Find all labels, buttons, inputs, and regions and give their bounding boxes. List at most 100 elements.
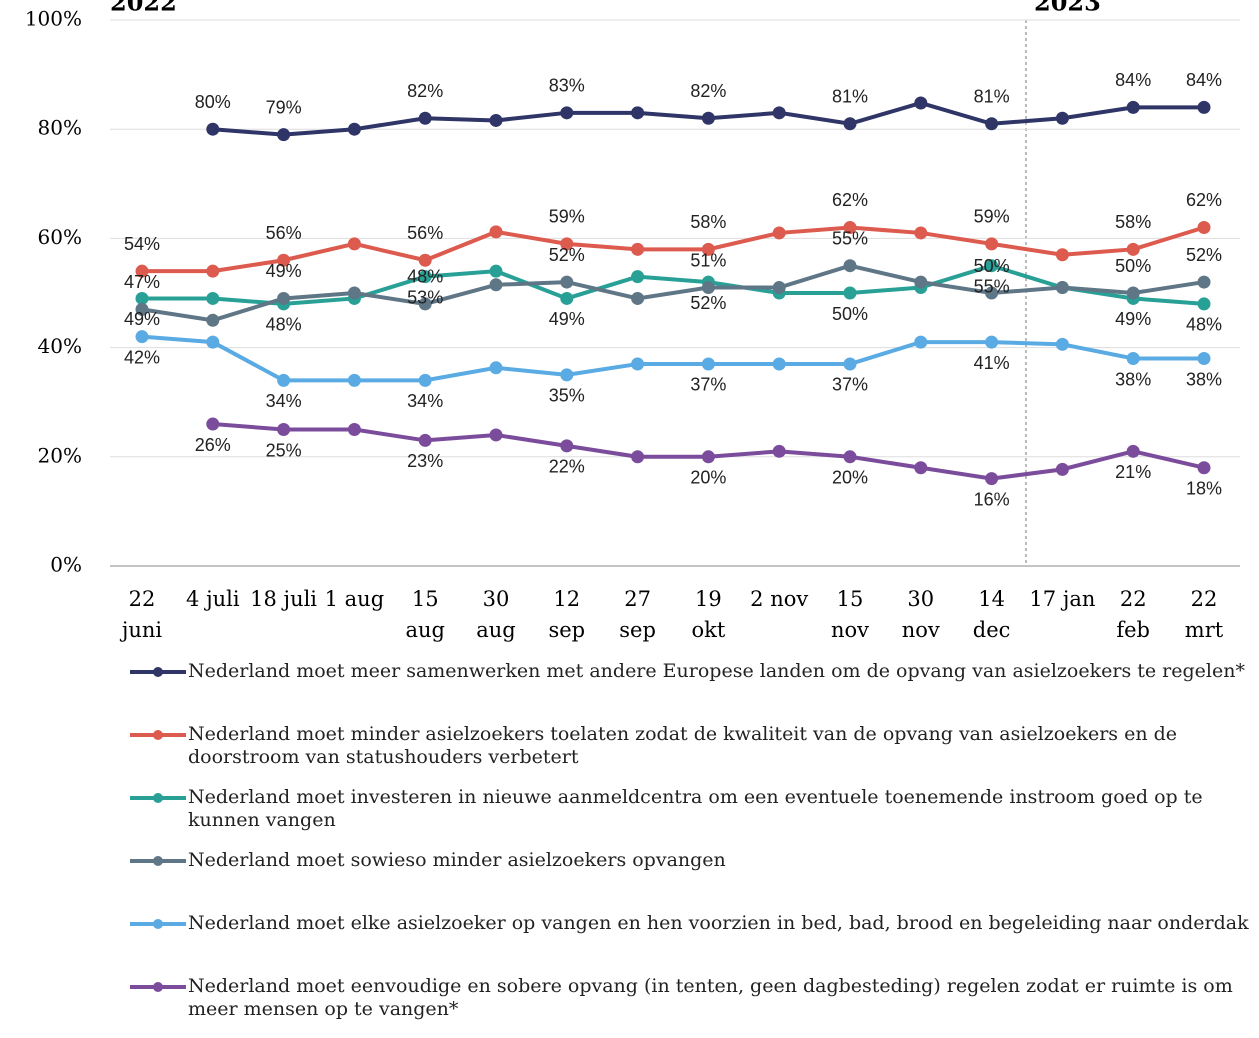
point [1055, 111, 1069, 125]
point [560, 275, 574, 289]
data-label: 38% [1186, 369, 1222, 389]
series-line [142, 263, 1205, 306]
data-label: 55% [832, 228, 868, 248]
legend-swatch [130, 793, 186, 803]
data-label: 20% [832, 468, 868, 488]
point [560, 439, 574, 453]
x-tick-label: 14 dec [973, 587, 1011, 642]
legend-marker [153, 856, 163, 866]
legend-label: Nederland moet sowieso minder asielzoeke… [188, 849, 726, 871]
y-tick-label: 100% [25, 7, 82, 31]
point [1055, 462, 1069, 476]
data-label: 59% [974, 207, 1010, 227]
data-label: 37% [690, 375, 726, 395]
data-label: 55% [974, 276, 1010, 296]
legend: Nederland moet meer samenwerken met ande… [128, 660, 1256, 1038]
data-label: 58% [690, 212, 726, 232]
data-label: 84% [1115, 70, 1151, 90]
x-tick-label: 15 nov [831, 587, 869, 642]
point [1197, 297, 1211, 311]
legend-entry: Nederland moet minder asielzoekers toela… [128, 723, 1256, 786]
data-label: 50% [974, 256, 1010, 276]
data-label: 56% [407, 223, 443, 243]
data-label: 49% [549, 309, 585, 329]
data-label: 62% [832, 190, 868, 210]
point [277, 373, 291, 387]
point [1055, 248, 1069, 262]
chart: 2022 2023 0% 20% 40% 60% 80% 100% 22 juni 4 juli… [25, 0, 1240, 642]
legend-marker [153, 982, 163, 992]
point [560, 106, 574, 120]
point [347, 237, 361, 251]
point [772, 281, 786, 295]
point [206, 417, 220, 431]
data-label: 48% [1186, 315, 1222, 335]
point [985, 335, 999, 349]
point [418, 111, 432, 125]
x-tick-label: 12 sep [548, 587, 585, 642]
point [985, 286, 999, 300]
point [631, 357, 645, 371]
point [135, 291, 149, 305]
point [489, 225, 503, 239]
point [914, 275, 928, 289]
point [701, 357, 715, 371]
x-tick-label: 22 feb [1116, 587, 1150, 642]
point [631, 242, 645, 256]
y-tick-label: 40% [38, 334, 82, 358]
point [135, 302, 149, 316]
legend-entry: Nederland moet elke asielzoeker op vange… [128, 912, 1256, 975]
legend-label: Nederland moet investeren in nieuwe aanm… [188, 786, 1203, 831]
point [277, 253, 291, 267]
point [914, 335, 928, 349]
x-tick-label: 22 juni [119, 587, 163, 642]
data-label: 48% [266, 315, 302, 335]
point [489, 113, 503, 127]
data-label: 50% [1115, 256, 1151, 276]
data-label: 62% [1186, 190, 1222, 210]
x-tick-label: 4 juli [186, 587, 240, 611]
point [1197, 461, 1211, 475]
x-tick-label: 15 aug [405, 587, 445, 642]
data-label: 23% [407, 451, 443, 471]
point [489, 361, 503, 375]
data-label: 47% [124, 272, 160, 292]
data-label: 81% [832, 86, 868, 106]
legend-entry: Nederland moet sowieso minder asielzoeke… [128, 849, 1256, 912]
data-label: 50% [832, 304, 868, 324]
point [347, 122, 361, 136]
data-label: 48% [407, 267, 443, 287]
legend-swatch [130, 730, 186, 740]
year-annotation: 2022 [110, 0, 177, 17]
point [701, 450, 715, 464]
data-label: 35% [549, 386, 585, 406]
point [843, 259, 857, 273]
point [772, 444, 786, 458]
data-label: 21% [1115, 462, 1151, 482]
data-label: 56% [266, 223, 302, 243]
data-label: 58% [1115, 212, 1151, 232]
data-label: 52% [549, 245, 585, 265]
data-label: 80% [195, 92, 231, 112]
point [489, 278, 503, 292]
x-tick-label: 30 aug [476, 587, 516, 642]
data-label: 83% [549, 76, 585, 96]
data-label: 49% [1115, 309, 1151, 329]
data-label: 49% [266, 261, 302, 281]
point [206, 335, 220, 349]
legend-marker [153, 730, 163, 740]
data-label: 54% [124, 234, 160, 254]
legend-label: Nederland moet elke asielzoeker op vange… [188, 912, 1249, 934]
point [1055, 337, 1069, 351]
point [206, 291, 220, 305]
point [701, 111, 715, 125]
point [1126, 286, 1140, 300]
data-label: 49% [124, 309, 160, 329]
point [914, 226, 928, 240]
point [135, 264, 149, 278]
data-label: 82% [407, 81, 443, 101]
legend-entry: Nederland moet investeren in nieuwe aanm… [128, 786, 1256, 849]
point [1126, 242, 1140, 256]
y-tick-label: 0% [50, 553, 82, 577]
